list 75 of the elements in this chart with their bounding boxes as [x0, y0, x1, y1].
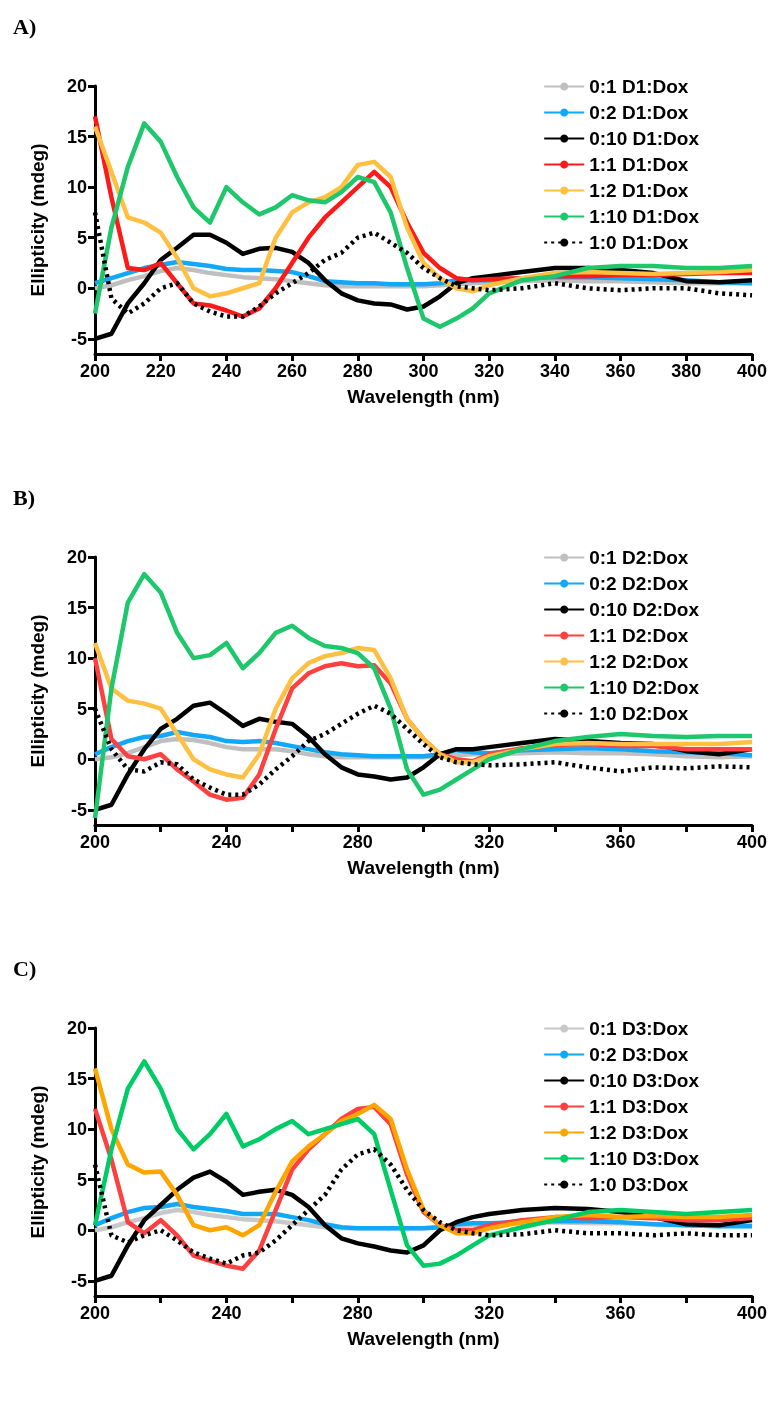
legend-label: 0:10 D2:Dox: [589, 599, 700, 620]
chart-title: A): [13, 13, 37, 39]
x-tick-label: 360: [605, 361, 636, 381]
x-tick-label: 360: [605, 832, 636, 852]
legend-label: 1:0 D2:Dox: [589, 703, 689, 724]
y-axis-title: Ellipticity (mdeg): [27, 1085, 48, 1239]
x-tick-label: 320: [474, 1303, 505, 1323]
legend-label: 0:10 D1:Dox: [589, 128, 700, 149]
legend-label: 1:10 D3:Dox: [589, 1148, 700, 1169]
y-tick-label: 10: [66, 1119, 87, 1140]
legend-label: 1:10 D2:Dox: [589, 677, 700, 698]
x-tick-label: 320: [474, 361, 505, 381]
x-tick-label: 240: [211, 1303, 242, 1323]
y-axis-title: Ellipticity (mdeg): [27, 614, 48, 768]
y-tick-label: 10: [66, 177, 87, 198]
legend-label: 1:1 D2:Dox: [589, 625, 689, 646]
y-tick-label: 20: [66, 547, 87, 567]
x-axis-title: Wavelength (nm): [347, 386, 500, 407]
x-tick-label: 260: [277, 361, 308, 381]
chart-title: C): [13, 955, 37, 981]
x-tick-label: 220: [145, 361, 176, 381]
y-tick-label: 0: [76, 278, 87, 299]
x-tick-label: 280: [342, 1303, 373, 1323]
legend-label: 0:2 D2:Dox: [589, 573, 689, 594]
line-series: [92, 1059, 755, 1268]
x-tick-label: 380: [671, 361, 702, 381]
y-tick-label: 10: [66, 648, 87, 669]
y-tick-label: 20: [66, 76, 87, 96]
y-tick-label: -5: [70, 1270, 87, 1291]
y-tick-label: 15: [66, 1068, 87, 1089]
x-tick-label: 320: [474, 832, 505, 852]
y-tick-label: 15: [66, 126, 87, 147]
line-series: [92, 571, 755, 821]
legend-label: 0:1 D1:Dox: [589, 76, 689, 97]
x-tick-label: 400: [736, 832, 768, 852]
legend-label: 1:0 D3:Dox: [589, 1174, 689, 1195]
y-tick-label: -5: [70, 799, 87, 820]
x-tick-label: 340: [539, 361, 570, 381]
legend-label: 1:1 D3:Dox: [589, 1096, 689, 1117]
y-tick-label: -5: [70, 328, 87, 349]
x-tick-label: 200: [79, 1303, 111, 1323]
x-tick-label: 400: [736, 1303, 768, 1323]
legend-label: 0:10 D3:Dox: [589, 1070, 700, 1091]
legend-label: 0:1 D2:Dox: [589, 547, 689, 568]
y-tick-label: 5: [76, 1169, 87, 1190]
y-tick-label: 5: [76, 698, 87, 719]
x-tick-label: 360: [605, 1303, 636, 1323]
y-tick-label: 20: [66, 1018, 87, 1038]
line-series: [92, 1066, 755, 1238]
y-tick-label: 5: [76, 227, 87, 248]
line-series: [92, 640, 755, 780]
x-tick-label: 200: [79, 361, 111, 381]
y-axis-title: Ellipticity (mdeg): [27, 143, 48, 297]
x-axis-title: Wavelength (nm): [347, 857, 500, 878]
legend-label: 1:1 D1:Dox: [589, 154, 689, 175]
y-tick-label: 0: [76, 749, 87, 770]
x-tick-label: 240: [211, 832, 242, 852]
legend-label: 1:2 D2:Dox: [589, 651, 689, 672]
x-tick-label: 240: [211, 361, 242, 381]
legend-label: 1:0 D1:Dox: [589, 232, 689, 253]
legend-label: 1:2 D1:Dox: [589, 180, 689, 201]
x-tick-label: 280: [342, 361, 373, 381]
y-tick-label: 0: [76, 1220, 87, 1241]
legend-label: 0:2 D3:Dox: [589, 1044, 689, 1065]
x-tick-label: 400: [736, 361, 768, 381]
x-tick-label: 200: [79, 832, 111, 852]
x-axis-title: Wavelength (nm): [347, 1328, 500, 1349]
y-tick-label: 15: [66, 597, 87, 618]
legend-label: 0:1 D3:Dox: [589, 1018, 689, 1039]
legend-label: 1:10 D1:Dox: [589, 206, 700, 227]
chart-title: B): [13, 484, 35, 510]
x-tick-label: 300: [408, 361, 439, 381]
legend-label: 1:2 D3:Dox: [589, 1122, 689, 1143]
x-tick-label: 280: [342, 832, 373, 852]
legend-label: 0:2 D1:Dox: [589, 102, 689, 123]
